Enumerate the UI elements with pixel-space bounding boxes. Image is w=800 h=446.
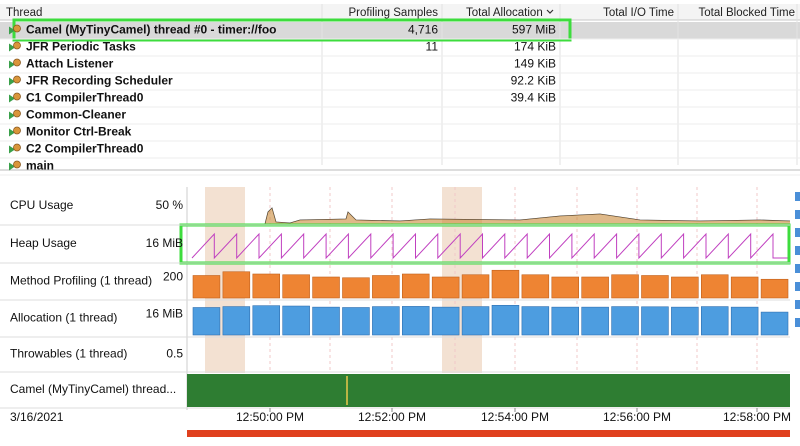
lane-label[interactable]: Method Profiling (1 thread) — [10, 274, 152, 288]
method-profiling-bar — [612, 275, 639, 298]
time-label: 12:56:00 PM — [603, 410, 671, 424]
thread-icon — [14, 110, 21, 117]
method-profiling-bar — [582, 277, 609, 298]
cell[interactable]: Common-Cleaner — [26, 108, 126, 122]
lane-label[interactable]: Throwables (1 thread) — [10, 347, 127, 361]
thread-icon — [14, 127, 21, 134]
method-profiling-bar — [253, 274, 280, 298]
allocation-bar — [283, 306, 310, 335]
time-label: 12:58:00 PM — [723, 410, 791, 424]
allocation-bar — [313, 307, 340, 335]
time-label: 12:52:00 PM — [358, 410, 426, 424]
thread-icon — [14, 161, 21, 168]
cell[interactable]: Attach Listener — [26, 57, 114, 71]
method-profiling-bar — [671, 277, 698, 298]
thread-icon — [14, 76, 21, 83]
method-profiling-bar — [701, 275, 728, 298]
thread-icon — [14, 25, 21, 32]
cell: 39.4 KiB — [511, 91, 556, 105]
allocation-bar — [701, 307, 728, 335]
allocation-bar — [522, 307, 549, 335]
allocation-bar — [253, 306, 280, 335]
column-header[interactable]: Profiling Samples — [349, 7, 439, 19]
cell[interactable]: C1 CompilerThread0 — [26, 91, 144, 105]
method-profiling-bar — [731, 277, 758, 298]
method-profiling-bar — [402, 274, 429, 298]
cell: 4,716 — [408, 23, 438, 37]
cell[interactable]: Monitor Ctrl-Break — [26, 125, 132, 139]
allocation-bar — [343, 308, 370, 336]
cell[interactable]: JFR Recording Scheduler — [26, 74, 173, 88]
cell: 597 MiB — [512, 23, 556, 37]
allocation-bar — [671, 307, 698, 335]
allocation-bar — [372, 307, 399, 335]
column-header[interactable]: Total Blocked Time — [698, 7, 795, 19]
cpu-usage-area — [265, 208, 790, 224]
cell: 11 — [426, 40, 439, 54]
time-label: 12:50:00 PM — [236, 410, 304, 424]
allocation-bar — [432, 307, 459, 335]
side-indicators — [795, 192, 800, 327]
lane-label[interactable]: Heap Usage — [10, 236, 77, 250]
date-label: 3/16/2021 — [10, 410, 64, 424]
thread-icon — [14, 144, 21, 151]
allocation-bar — [731, 307, 758, 335]
lane-label[interactable]: CPU Usage — [10, 198, 74, 212]
method-profiling-bar — [642, 276, 669, 299]
cell: 149 KiB — [514, 57, 556, 71]
cell: 92.2 KiB — [511, 74, 556, 88]
method-profiling-bar — [313, 277, 340, 298]
column-header[interactable]: Total I/O Time — [603, 7, 674, 19]
time-label: 12:54:00 PM — [481, 410, 549, 424]
method-profiling-bar — [223, 272, 250, 298]
allocation-bar — [612, 307, 639, 335]
column-header[interactable]: Total Allocation — [466, 7, 543, 19]
column-header[interactable]: Thread — [6, 7, 42, 19]
method-profiling-bar — [432, 277, 459, 298]
lane-scale: 0.5 — [166, 347, 183, 361]
cell: 174 KiB — [514, 40, 556, 54]
cell[interactable]: JFR Periodic Tasks — [26, 40, 136, 54]
method-profiling-bar — [343, 278, 370, 298]
cell[interactable]: C2 CompilerThread0 — [26, 142, 144, 156]
allocation-bar — [402, 306, 429, 335]
lane-scale: 16 MiB — [146, 307, 183, 321]
cell[interactable]: main — [26, 159, 54, 173]
method-profiling-bar — [372, 276, 399, 299]
allocation-bar — [492, 305, 519, 335]
allocation-bar — [193, 308, 220, 336]
lane-label[interactable]: Allocation (1 thread) — [10, 311, 117, 325]
lane-scale: 50 % — [156, 198, 184, 212]
method-profiling-bar — [492, 270, 519, 298]
method-profiling-bar — [283, 275, 310, 298]
method-profiling-bar — [552, 277, 579, 298]
allocation-bar — [642, 307, 669, 335]
allocation-bar — [582, 307, 609, 335]
method-profiling-bar — [761, 279, 788, 298]
thread-icon — [14, 42, 21, 49]
method-profiling-bar — [193, 276, 220, 299]
method-profiling-bar — [522, 275, 549, 298]
lane-scale: 200 — [163, 270, 183, 284]
allocation-bar — [223, 307, 250, 335]
allocation-bar — [761, 312, 788, 335]
lane-scale: 16 MiB — [146, 236, 183, 250]
allocation-bar — [462, 307, 489, 335]
method-profiling-bar — [462, 275, 489, 298]
thread-activity-bar — [187, 374, 790, 407]
cell[interactable]: Camel (MyTinyCamel) thread #0 - timer://… — [26, 23, 277, 37]
lane-label[interactable]: Camel (MyTinyCamel) thread... — [10, 382, 176, 396]
time-range-bar[interactable] — [187, 430, 790, 437]
heap-usage-line — [192, 234, 790, 258]
thread-icon — [14, 59, 21, 66]
allocation-bar — [552, 307, 579, 335]
thread-icon — [14, 93, 21, 100]
